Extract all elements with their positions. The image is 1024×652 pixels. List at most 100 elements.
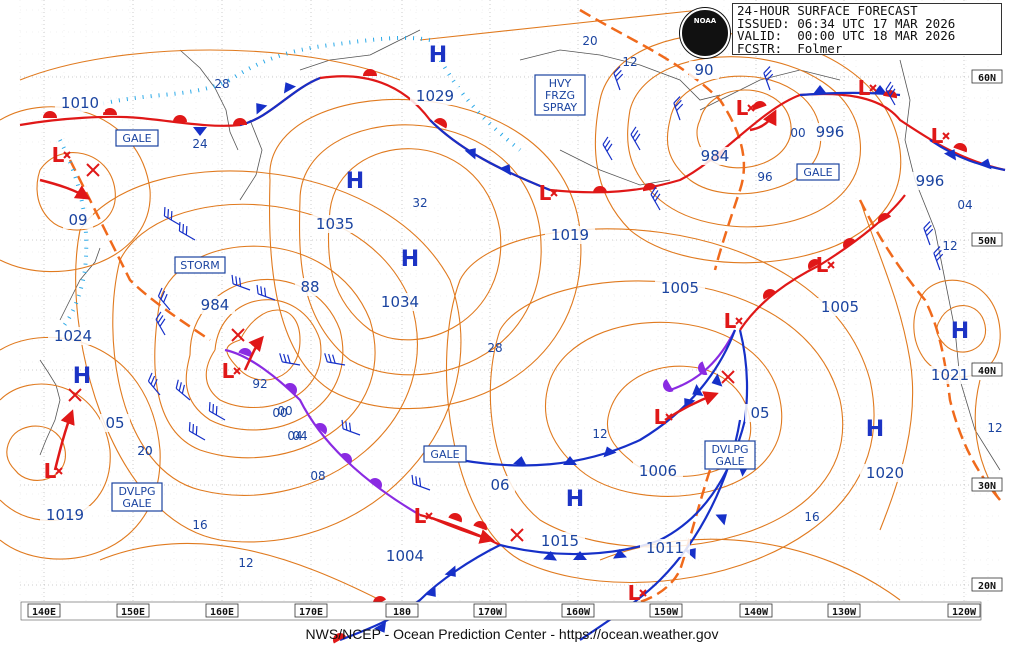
warm-front-pip-icon	[808, 259, 822, 270]
pressure-label: 12	[238, 556, 253, 570]
pressure-label: 32	[412, 196, 427, 210]
cold-front-pip-icon	[613, 549, 627, 559]
trough-line	[579, 8, 746, 271]
cold-front-pip-icon	[464, 148, 476, 160]
svg-text:L: L	[931, 124, 944, 148]
high-center-icon: H	[866, 417, 884, 442]
pressure-label: 1011	[646, 539, 684, 557]
warning-label: FRZG	[545, 89, 575, 102]
warm-front-pip-icon	[284, 383, 297, 395]
warm-front-pip-icon	[233, 118, 247, 125]
svg-text:L: L	[539, 181, 552, 205]
cold-front-pip-icon	[603, 446, 617, 458]
cold-front-pip-icon	[711, 373, 723, 387]
isobar-line	[544, 321, 783, 497]
isobar-line	[419, 9, 701, 41]
warm-front-pip-icon	[698, 361, 708, 375]
warning-label: GALE	[430, 448, 459, 461]
lat-label: 60N	[978, 73, 996, 84]
wind-barb-icon	[163, 207, 181, 226]
wind-barb-icon	[155, 311, 166, 336]
track-arrow-icon	[749, 109, 777, 132]
issued-line: ISSUED: 06:34 UTC 17 MAR 2026	[737, 15, 956, 31]
pressure-label: 00	[790, 126, 805, 140]
lon-label: 120W	[952, 607, 977, 618]
high-center-icon: H	[566, 487, 584, 512]
svg-text:L: L	[858, 76, 871, 100]
pressure-label: 28	[487, 341, 502, 355]
isobar-line	[859, 199, 914, 531]
warm-front-pip-icon	[339, 453, 352, 465]
isobar-line	[112, 203, 418, 496]
lat-label: 40N	[978, 366, 996, 377]
cold-front-pip-icon	[256, 103, 268, 115]
warm-front-pip-icon	[368, 478, 382, 489]
pressure-label: 1034	[381, 293, 419, 311]
low-center-icon: L	[858, 76, 877, 100]
lon-label: 140E	[32, 607, 56, 618]
low-center-icon: L	[52, 143, 71, 167]
pressure-label: 1010	[61, 94, 99, 112]
pressure-label: 16	[192, 518, 207, 532]
pressure-label: 1024	[54, 327, 92, 345]
isobar-line	[99, 542, 381, 601]
low-center-icon: L	[44, 459, 63, 483]
pressure-label: 1019	[46, 506, 84, 524]
wind-barb-icon	[175, 379, 191, 401]
warning-box	[174, 256, 226, 274]
pressure-label: 04	[957, 198, 972, 212]
pressure-label: 1029	[416, 87, 454, 105]
cold-front-pip-icon	[498, 164, 512, 176]
forecast-position-icon	[231, 328, 245, 342]
coastlines	[39, 29, 1001, 471]
warning-label: GALE	[715, 455, 744, 468]
lon-label: 160E	[210, 607, 234, 618]
wind-barb-icon	[324, 353, 346, 366]
wind-barb-icon	[279, 353, 301, 366]
warm-front-pip-icon	[103, 108, 117, 115]
pressure-label: 1020	[866, 464, 904, 482]
map-labels: 1010 09 1024 1019 05 20 984 88 1035 1034 1029 20 101…	[39, 34, 1003, 605]
isobars	[0, 9, 1001, 601]
cold-front	[339, 544, 501, 642]
cold-front	[429, 119, 551, 192]
cold-front-pip-icon	[943, 149, 957, 161]
high-center-icon: H	[401, 247, 419, 272]
pressure-label: 00	[277, 404, 292, 418]
warning-label: GALE	[122, 132, 151, 145]
forecaster-line: FCSTR: Folmer	[737, 40, 843, 56]
wind-barb-icon	[188, 422, 206, 441]
cold-front	[929, 139, 1006, 172]
warm-front-pip-icon	[753, 101, 767, 111]
cold-front-pip-icon	[978, 158, 992, 170]
svg-text:L: L	[44, 459, 57, 483]
high-center-icon: H	[951, 319, 969, 344]
warm-front-pip-icon	[878, 213, 892, 224]
pressure-label: 1005	[661, 279, 699, 297]
warning-box	[111, 482, 163, 512]
lon-label: 160W	[566, 607, 591, 618]
pressure-label: 08	[310, 469, 325, 483]
valid-line: VALID: 00:00 UTC 18 MAR 2026	[737, 28, 956, 44]
cold-front-pip-icon	[373, 621, 387, 633]
low-center-icon: L	[931, 124, 950, 148]
isobar-line	[298, 124, 542, 376]
forecast-position-icon	[68, 388, 82, 402]
lon-label: 150W	[654, 607, 679, 618]
noaa-logo-icon: NOAA	[680, 8, 730, 58]
forecast-position-icon	[721, 370, 735, 384]
pressure-label: 12	[622, 55, 637, 69]
warm-front-pip-icon	[363, 69, 377, 76]
isobar-line	[696, 89, 792, 169]
warm-front-pip-icon	[448, 513, 462, 523]
pressure-label: 1004	[386, 547, 424, 565]
svg-text:L: L	[724, 309, 737, 333]
isobar-line	[268, 99, 582, 410]
pressure-label: 05	[750, 404, 769, 422]
warning-box	[423, 445, 467, 463]
warm-front-pip-icon	[643, 183, 657, 192]
isobar-line	[154, 245, 376, 459]
warning-label: SPRAY	[543, 101, 577, 114]
wind-barb-icon	[933, 246, 944, 271]
